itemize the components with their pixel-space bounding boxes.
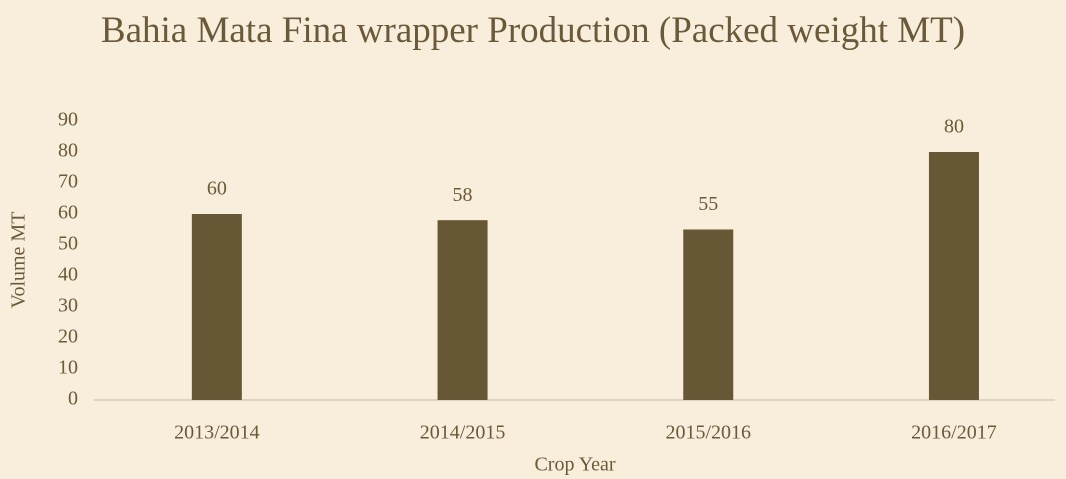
data-label: 55	[698, 193, 718, 215]
y-tick-label: 80	[58, 140, 78, 162]
x-tick-label: 2016/2017	[911, 422, 997, 444]
y-tick-label: 20	[58, 326, 78, 348]
bar	[191, 214, 242, 400]
x-tick-label: 2013/2014	[174, 422, 260, 444]
bar	[437, 220, 488, 400]
data-label: 60	[207, 178, 227, 200]
y-tick-label: 70	[58, 171, 78, 193]
bar	[683, 229, 734, 400]
x-tick-label: 2014/2015	[420, 422, 506, 444]
data-label: 58	[453, 184, 473, 206]
y-tick-label: 10	[58, 357, 78, 379]
x-tick-label: 2015/2016	[665, 422, 751, 444]
y-tick-label: 50	[58, 233, 78, 255]
y-tick-label: 90	[58, 109, 78, 131]
y-tick-label: 0	[68, 388, 78, 410]
data-label: 80	[944, 116, 964, 138]
y-tick-label: 60	[58, 202, 78, 224]
y-tick-label: 40	[58, 264, 78, 286]
chart-title: Bahia Mata Fina wrapper Production (Pack…	[100, 10, 966, 51]
y-axis-label: Volume MT	[8, 212, 30, 309]
x-axis-label: Crop Year	[534, 454, 615, 476]
y-tick-label: 30	[58, 295, 78, 317]
bar	[928, 152, 979, 400]
